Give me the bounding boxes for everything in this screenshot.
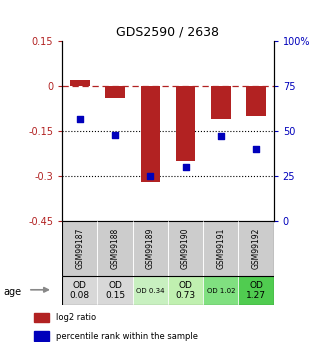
- Bar: [211, 86, 230, 119]
- Bar: [70, 80, 90, 86]
- Bar: [105, 86, 125, 98]
- Point: [113, 132, 118, 137]
- Text: GSM99189: GSM99189: [146, 228, 155, 269]
- Text: OD
0.15: OD 0.15: [105, 281, 125, 300]
- Bar: [239, 221, 274, 276]
- Point: [218, 134, 223, 139]
- Text: age: age: [3, 287, 21, 296]
- Title: GDS2590 / 2638: GDS2590 / 2638: [116, 26, 220, 39]
- Bar: [133, 276, 168, 305]
- Text: OD
0.08: OD 0.08: [70, 281, 90, 300]
- Bar: [176, 86, 195, 161]
- Text: GSM99191: GSM99191: [216, 228, 225, 269]
- Bar: [62, 221, 97, 276]
- Bar: [34, 331, 49, 341]
- Text: GSM99188: GSM99188: [111, 228, 119, 269]
- Text: percentile rank within the sample: percentile rank within the sample: [56, 332, 198, 341]
- Text: GSM99190: GSM99190: [181, 228, 190, 269]
- Bar: [133, 221, 168, 276]
- Text: OD
0.73: OD 0.73: [175, 281, 196, 300]
- Point: [183, 164, 188, 170]
- Text: GSM99187: GSM99187: [75, 228, 84, 269]
- Bar: [62, 276, 97, 305]
- Bar: [97, 276, 133, 305]
- Bar: [34, 313, 49, 322]
- Text: OD 1.02: OD 1.02: [207, 288, 235, 294]
- Text: log2 ratio: log2 ratio: [56, 313, 96, 322]
- Text: OD
1.27: OD 1.27: [246, 281, 266, 300]
- Point: [77, 116, 82, 121]
- Text: GSM99192: GSM99192: [252, 228, 261, 269]
- Bar: [203, 276, 239, 305]
- Bar: [141, 86, 160, 182]
- Bar: [203, 221, 239, 276]
- Bar: [97, 221, 133, 276]
- Bar: [168, 221, 203, 276]
- Bar: [239, 276, 274, 305]
- Bar: [168, 276, 203, 305]
- Point: [148, 173, 153, 179]
- Point: [253, 146, 258, 152]
- Bar: [246, 86, 266, 116]
- Text: OD 0.34: OD 0.34: [136, 288, 165, 294]
